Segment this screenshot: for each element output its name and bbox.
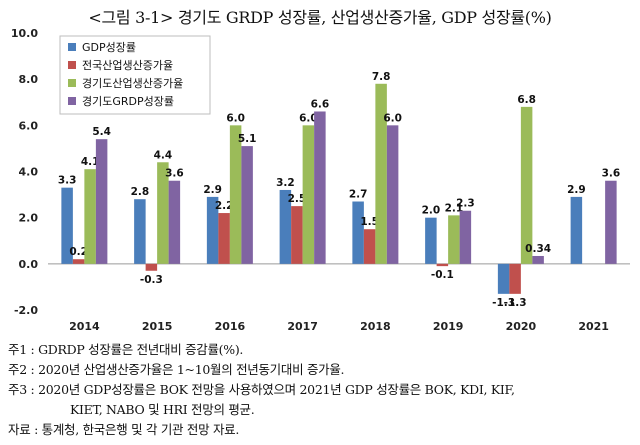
bar-1 (206, 196, 219, 264)
data-label: -1.3 (492, 297, 515, 309)
data-label: 6.0 (299, 112, 318, 124)
legend-swatch (68, 79, 76, 87)
legend-swatch (68, 43, 76, 51)
bar-1 (134, 199, 146, 264)
bar-1 (279, 189, 292, 264)
data-label: 2.0 (422, 205, 441, 217)
data-label: 2.5 (288, 193, 307, 205)
bar-4 (168, 180, 181, 264)
bar-4 (95, 139, 108, 264)
x-tick-label: 2019 (433, 320, 464, 333)
bar-4 (605, 180, 617, 264)
footnotes: 주1 : GDRDP 성장률은 전년대비 증감률(%). 주2 : 2020년 … (8, 340, 636, 440)
data-label: 2.8 (131, 186, 150, 198)
data-label: 7.8 (372, 71, 391, 83)
data-label: 2.9 (203, 184, 222, 196)
y-tick-label: 8.0 (19, 73, 39, 86)
bar-1 (425, 217, 437, 264)
legend-label: 경기도산업생산증가율 (82, 77, 183, 90)
y-tick-label: 2.0 (19, 212, 39, 225)
legend-swatch (68, 61, 76, 69)
data-label: 3.3 (58, 175, 77, 187)
x-tick-label: 2017 (287, 320, 318, 333)
legend-label: 전국산업생산증가율 (82, 59, 173, 72)
data-label: 6.8 (517, 94, 536, 106)
source-note: 자료 : 통계청, 한국은행 및 각 기관 전망 자료. (8, 422, 240, 437)
data-label: 4.1 (81, 156, 100, 168)
data-label: 3.2 (276, 177, 295, 189)
data-label: 1.5 (360, 216, 379, 228)
bar-2 (145, 263, 158, 271)
bar-2 (436, 263, 449, 267)
bar-3 (520, 106, 533, 264)
data-label: 5.1 (238, 133, 257, 145)
data-label: 6.6 (311, 98, 330, 110)
data-label: 3.6 (602, 168, 621, 180)
data-label: 0.2 (69, 246, 88, 258)
data-label: 2.3 (456, 198, 475, 210)
x-tick-label: 2020 (506, 320, 537, 333)
data-label: 6.0 (226, 112, 245, 124)
bar-2 (72, 259, 85, 264)
data-label: 2.9 (567, 184, 586, 196)
bar-4 (314, 111, 326, 264)
x-tick-label: 2018 (360, 320, 391, 333)
footnote-1: 주1 : GDRDP 성장률은 전년대비 증감률(%). (8, 342, 244, 357)
bar-2 (363, 229, 376, 264)
legend-label: 경기도GRDP성장률 (82, 95, 174, 108)
data-label: 6.0 (383, 112, 402, 124)
bar-3 (84, 169, 96, 264)
data-label: -0.1 (431, 269, 454, 281)
x-tick-label: 2021 (578, 320, 609, 333)
y-tick-label: -2.0 (14, 304, 38, 317)
legend-swatch (68, 97, 76, 105)
data-label: 3.6 (165, 168, 184, 180)
y-tick-label: 6.0 (19, 119, 39, 132)
chart-title: <그림 3-1> 경기도 GRDP 성장률, 산업생산증가율, GDP 성장률(… (88, 8, 552, 27)
legend-label: GDP성장률 (82, 41, 136, 54)
y-tick-label: 4.0 (19, 166, 39, 179)
data-label: 5.4 (92, 126, 111, 138)
data-label: 2.2 (215, 200, 234, 212)
bar-4 (386, 125, 399, 264)
bar-1 (352, 201, 364, 264)
bar-1 (497, 263, 510, 294)
bar-4 (241, 146, 253, 264)
legend-box (59, 35, 211, 115)
data-label: 2.7 (349, 189, 368, 201)
bar-3 (229, 125, 242, 264)
bar-2 (218, 213, 230, 264)
bar-4 (532, 255, 544, 264)
bar-4 (459, 210, 472, 264)
bar-3 (302, 125, 315, 264)
bar-3 (157, 162, 169, 264)
data-label: 2.1 (445, 202, 464, 214)
footnote-3: 주3 : 2020년 GDP성장률은 BOK 전망을 사용하였으며 2021년 … (8, 382, 515, 397)
x-tick-label: 2014 (69, 320, 100, 333)
bar-2 (509, 263, 521, 294)
bar-1 (570, 196, 583, 264)
y-tick-label: 0.0 (19, 258, 39, 271)
bar-1 (61, 187, 73, 264)
data-label: 4.4 (154, 149, 173, 161)
bar-3 (448, 215, 460, 264)
bar-3 (375, 83, 387, 264)
data-label: -0.3 (140, 274, 163, 286)
footnote-2: 주2 : 2020년 산업생산증가율은 1~10월의 전년동기대비 증가율. (8, 362, 345, 377)
data-label: -1.3 (504, 297, 527, 309)
bar-2 (291, 206, 303, 264)
x-tick-label: 2015 (142, 320, 173, 333)
y-tick-label: 10.0 (11, 27, 38, 40)
x-tick-label: 2016 (215, 320, 246, 333)
bar-chart: -2.0 0.0 2.0 4.0 6.0 8.0 10.0 3.3 0.2 4.1 5.4 2014 2… (11, 27, 630, 333)
footnote-3-continued: KIET, NABO 및 HRI 전망의 평균. (70, 402, 255, 417)
data-label: 0.34 (525, 243, 551, 255)
